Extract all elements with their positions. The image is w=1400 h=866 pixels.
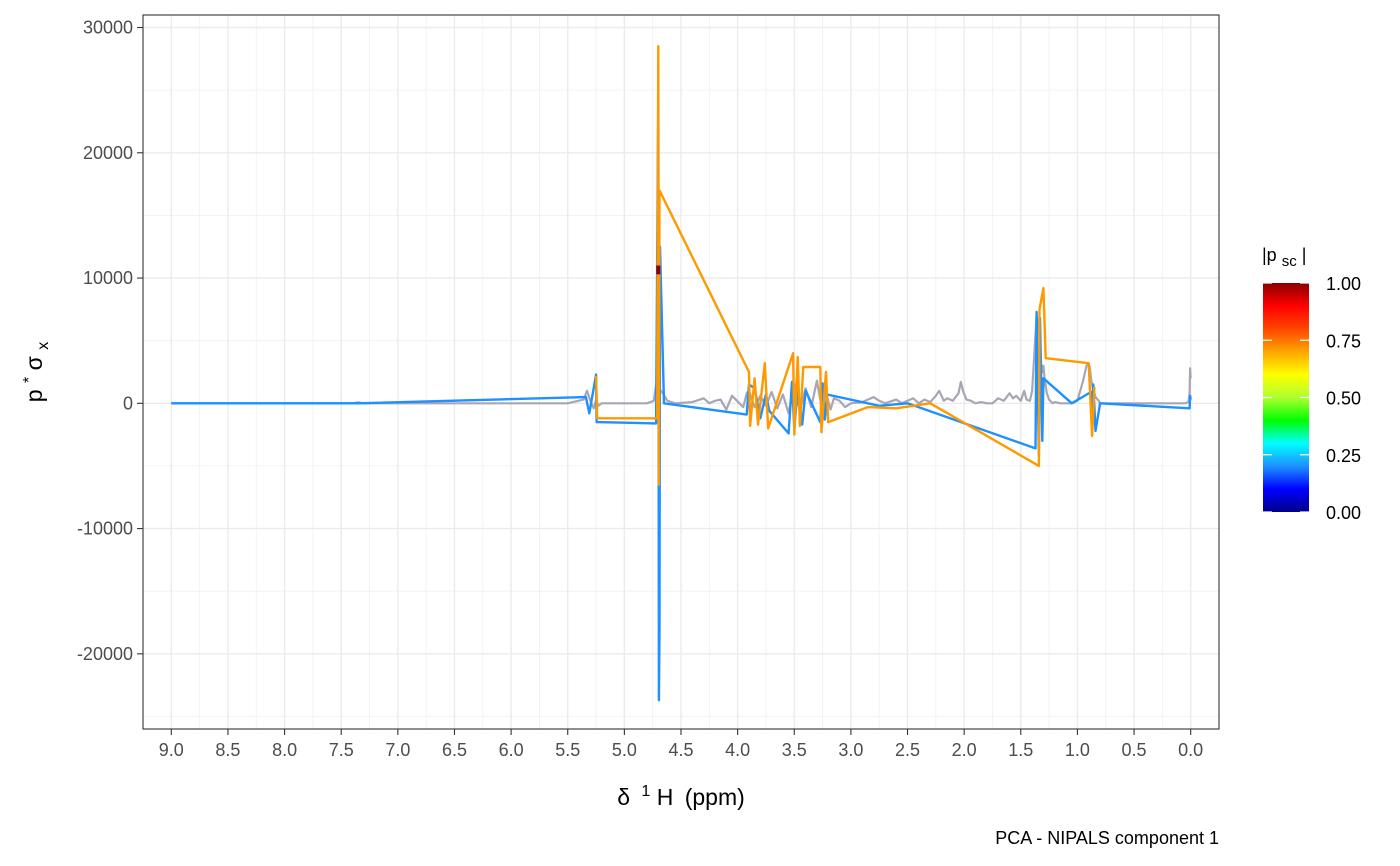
x-tick-label: 7.0 xyxy=(385,740,410,760)
colorbar-title-subscript: sc xyxy=(1282,253,1298,270)
x-tick-label: 8.5 xyxy=(215,740,240,760)
colorbar-legend: |p sc | 0.00 0.25 0.50 0.75 1.00 xyxy=(1262,245,1361,523)
x-tick-label: 0.0 xyxy=(1178,740,1203,760)
grid-major xyxy=(143,15,1219,729)
x-tick-label: 4.5 xyxy=(668,740,693,760)
x-tick-label: 3.5 xyxy=(782,740,807,760)
x-axis: 9.0 8.5 8.0 7.5 7.0 6.5 6.0 5.5 5.0 4.5 4.0 3.5 3.0 2… xyxy=(159,729,1203,760)
x-tick-label: 0.5 xyxy=(1122,740,1147,760)
x-tick-label: 6.0 xyxy=(499,740,524,760)
colorbar-title-close: | xyxy=(1302,245,1307,265)
spectrum-series-1 xyxy=(594,45,1096,486)
x-axis-title-unit: (ppm) xyxy=(685,784,745,810)
spectrum-baseline-trace xyxy=(171,314,1192,415)
y-tick-label: -20000 xyxy=(77,644,133,664)
y-tick-label: 0 xyxy=(123,393,133,413)
x-tick-label: 2.0 xyxy=(952,740,977,760)
colorbar-ticks: 0.00 0.25 0.50 0.75 1.00 xyxy=(1263,274,1361,523)
x-tick-label: 9.0 xyxy=(159,740,184,760)
x-axis-title-superscript: 1 xyxy=(641,783,650,800)
chart-caption: PCA - NIPALS component 1 xyxy=(995,828,1219,848)
colorbar-tick-label: 1.00 xyxy=(1326,274,1361,294)
x-tick-label: 8.0 xyxy=(272,740,297,760)
y-axis-title-base: p xyxy=(21,389,47,402)
x-tick-label: 3.0 xyxy=(838,740,863,760)
spectrum-trace-1 xyxy=(594,45,1096,486)
y-axis-title-sigma: σ xyxy=(21,356,47,370)
y-tick-label: 30000 xyxy=(83,18,133,38)
y-axis-title: p * σ x xyxy=(13,342,52,402)
colorbar-title: |p sc | xyxy=(1262,245,1306,270)
series-layer xyxy=(171,45,1192,702)
x-tick-label: 7.5 xyxy=(329,740,354,760)
colorbar-tick-label: 0.25 xyxy=(1326,446,1361,466)
colorbar-tick-label: 0.00 xyxy=(1326,503,1361,523)
y-tick-label: 20000 xyxy=(83,143,133,163)
x-tick-label: 4.0 xyxy=(725,740,750,760)
x-tick-label: 5.0 xyxy=(612,740,637,760)
y-tick-label: 10000 xyxy=(83,268,133,288)
colorbar-title-base: |p xyxy=(1262,245,1277,265)
x-axis-title: δ 1 H (ppm) xyxy=(617,775,745,810)
colorbar-tick-label: 0.50 xyxy=(1326,389,1361,409)
x-tick-label: 1.0 xyxy=(1065,740,1090,760)
y-axis-title-subscript: x xyxy=(35,342,52,350)
y-tick-label: -10000 xyxy=(77,519,133,539)
x-axis-title-nucleus: H xyxy=(657,784,674,810)
y-axis-title-star: * xyxy=(21,377,38,383)
y-axis: -20000 -10000 0 10000 20000 30000 xyxy=(77,18,143,664)
x-axis-title-delta: δ xyxy=(617,784,630,810)
colorbar-tick-label: 0.75 xyxy=(1326,331,1361,351)
x-tick-label: 1.5 xyxy=(1008,740,1033,760)
x-tick-label: 6.5 xyxy=(442,740,467,760)
x-tick-label: 5.5 xyxy=(555,740,580,760)
x-tick-label: 2.5 xyxy=(895,740,920,760)
